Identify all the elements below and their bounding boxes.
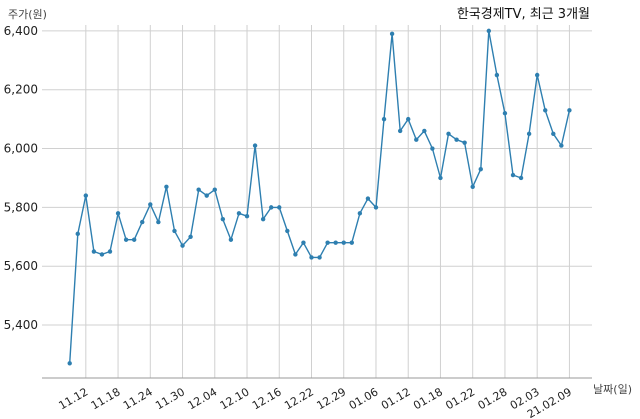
data-point xyxy=(269,205,274,210)
data-point xyxy=(301,240,306,245)
data-point xyxy=(140,219,145,225)
data-point xyxy=(406,116,411,122)
y-axis-ticks: 5,400 5,600 5,800 6,000 6,200 6,400 xyxy=(4,24,38,332)
x-tick-label: 01.12 xyxy=(379,385,413,412)
data-point xyxy=(510,172,516,178)
x-tick-label: 01.22 xyxy=(443,385,477,412)
data-point xyxy=(357,211,363,216)
x-tick-label: 01.18 xyxy=(411,385,445,412)
x-tick-label: 01.06 xyxy=(347,385,381,412)
data-point xyxy=(180,243,185,248)
data-point xyxy=(341,240,346,245)
x-tick-label: 01.28 xyxy=(476,385,510,412)
data-point xyxy=(494,72,500,78)
data-point xyxy=(244,214,250,219)
y-tick-label: 5,400 xyxy=(4,318,38,332)
data-point xyxy=(148,202,153,207)
series-price xyxy=(67,28,572,366)
data-point xyxy=(486,28,492,34)
data-point xyxy=(309,255,314,260)
data-point xyxy=(373,205,379,210)
data-point xyxy=(156,219,161,225)
data-point xyxy=(414,137,419,142)
data-point xyxy=(131,237,137,242)
data-point xyxy=(99,252,105,257)
data-point xyxy=(75,231,80,237)
data-point xyxy=(526,131,532,137)
data-point xyxy=(172,228,177,234)
data-point xyxy=(67,361,72,366)
data-point xyxy=(277,205,282,210)
x-axis-ticks: 11.1211.1811.2411.3012.0412.1012.1612.22… xyxy=(57,385,574,419)
data-point xyxy=(518,175,524,181)
data-point xyxy=(349,240,354,245)
data-point xyxy=(543,108,548,113)
data-point xyxy=(252,143,258,148)
x-tick-label: 12.16 xyxy=(250,385,284,412)
x-tick-label: 12.29 xyxy=(314,385,348,412)
x-tick-label: 12.22 xyxy=(282,385,316,412)
data-point xyxy=(91,249,97,254)
y-tick-label: 5,600 xyxy=(4,259,38,273)
data-point xyxy=(285,228,290,234)
data-point xyxy=(478,166,483,172)
data-point xyxy=(470,184,475,189)
data-point xyxy=(188,234,193,239)
data-point xyxy=(123,237,129,242)
data-point xyxy=(397,128,403,134)
y-tick-label: 6,200 xyxy=(4,83,38,97)
chart-title: 한국경제TV, 최근 3개월 xyxy=(457,7,590,22)
data-point xyxy=(381,116,387,122)
data-point xyxy=(164,184,169,189)
x-tick-label: 11.24 xyxy=(121,385,155,412)
grid-lines xyxy=(42,25,592,378)
data-point xyxy=(115,211,121,216)
data-point xyxy=(438,175,443,181)
data-point xyxy=(534,72,540,78)
y-axis-label: 주가(원) xyxy=(8,8,47,21)
series-line xyxy=(69,30,571,364)
data-point xyxy=(212,187,217,192)
data-point xyxy=(365,196,371,201)
data-point xyxy=(236,211,242,216)
x-tick-label: 11.30 xyxy=(153,385,187,412)
data-point xyxy=(83,193,89,198)
data-point xyxy=(430,146,435,151)
data-point xyxy=(389,31,395,37)
data-point xyxy=(107,249,113,254)
data-point xyxy=(260,216,266,222)
data-point xyxy=(317,255,322,260)
x-axis-label: 날짜(일) xyxy=(593,382,632,396)
data-point xyxy=(196,187,201,192)
data-point xyxy=(422,128,427,134)
x-tick-label: 11.18 xyxy=(89,385,123,412)
data-point xyxy=(293,252,298,257)
y-tick-label: 6,400 xyxy=(4,24,38,38)
y-tick-label: 6,000 xyxy=(4,142,38,156)
data-point xyxy=(551,131,556,137)
data-point xyxy=(559,143,564,148)
data-point xyxy=(228,237,234,242)
data-point xyxy=(446,131,451,137)
data-point xyxy=(325,240,330,245)
data-point xyxy=(333,240,338,245)
data-point xyxy=(454,137,459,142)
data-point xyxy=(204,193,209,198)
data-point xyxy=(567,108,572,113)
data-point xyxy=(502,111,508,116)
data-point xyxy=(220,216,226,222)
x-tick-label: 11.12 xyxy=(57,385,91,412)
x-tick-label: 12.04 xyxy=(186,385,220,412)
y-tick-label: 5,800 xyxy=(4,200,38,214)
data-point xyxy=(462,140,467,145)
x-tick-label: 12.10 xyxy=(218,385,252,412)
